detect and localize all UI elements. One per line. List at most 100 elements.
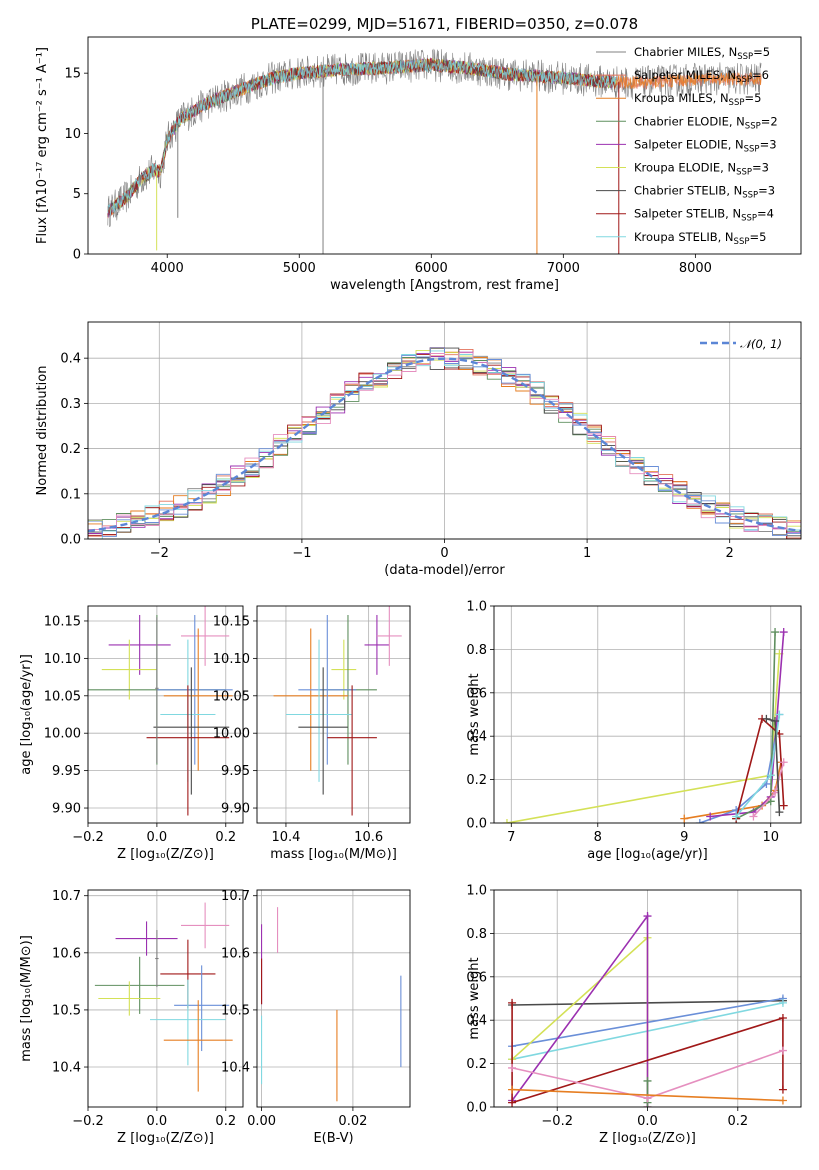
legend-value: =5: [753, 45, 770, 59]
legend-value: =5: [749, 230, 766, 244]
weight-marker: [779, 628, 788, 637]
y-tick-label: 10.00: [213, 727, 250, 742]
x-tick-label: 9: [680, 830, 688, 845]
weight-marker: [762, 714, 771, 723]
weight-series: [512, 1088, 783, 1102]
y-axis-label: mass weight: [467, 957, 482, 1039]
y-tick-label: 10.4: [52, 1061, 81, 1076]
age_vs_mass-frame: [256, 605, 411, 824]
x-tick-label: −2: [150, 546, 169, 561]
mass_vs_ebv-points: [261, 907, 402, 1102]
weight_vs_z-lines: [508, 912, 787, 1107]
weight-marker: [680, 814, 689, 823]
x-tick-label: 0.0: [147, 830, 168, 845]
spectrum-lines: [107, 48, 762, 254]
y-tick-label: 10.5: [221, 1003, 250, 1018]
legend-sub: SSP: [742, 191, 758, 201]
y-tick-label: 0.1: [60, 487, 81, 502]
y-tick-label: 0.8: [466, 643, 487, 658]
x-tick-label: 0.0: [637, 1114, 658, 1129]
x-axis-label: mass [log₁₀(M/M⊙)]: [270, 847, 397, 862]
x-tick-label: 10.6: [354, 830, 383, 845]
weight-marker: [732, 812, 741, 821]
x-tick-label: 6000: [415, 261, 448, 276]
weight-marker: [779, 758, 788, 767]
x-axis-label: E(B-V): [313, 1131, 353, 1146]
y-tick-label: 10.05: [213, 689, 250, 704]
weight-series: [506, 653, 781, 823]
x-tick-label: 0: [440, 546, 448, 561]
legend-name: Salpeter STELIB, N: [634, 207, 741, 221]
y-tick-label: 9.90: [221, 802, 250, 817]
y-tick-label: 10.6: [52, 946, 81, 961]
x-tick-label: 10: [762, 830, 779, 845]
y-tick-label: 1.0: [466, 600, 487, 615]
x-tick-label: 2: [726, 546, 734, 561]
legend-sub: SSP: [736, 168, 752, 178]
mass_vs_z-points: [94, 902, 233, 1092]
x-tick-label: 7: [507, 830, 515, 845]
y-axis-label: Normed distribution: [35, 366, 50, 496]
x-tick-label: 5000: [283, 261, 316, 276]
weight-marker: [778, 1096, 787, 1105]
y-axis-label: age [log₁₀(age/yr)]: [19, 654, 34, 775]
legend-name: Salpeter ELODIE, N: [634, 137, 744, 151]
x-axis-label: Z [log₁₀(Z/Z⊙)]: [117, 847, 214, 862]
legend-name: Chabrier MILES, N: [634, 45, 737, 59]
weight-marker: [502, 819, 511, 823]
weight-marker: [778, 1046, 787, 1055]
legend-label: Salpeter ELODIE, NSSP=3: [634, 137, 777, 154]
x-tick-label: −0.2: [541, 1114, 573, 1129]
spectrum-legend: Chabrier MILES, N SSP =5 Salpeter MILES, N S…: [596, 45, 778, 247]
legend-value: =3: [752, 161, 769, 175]
legend-name: Salpeter MILES, N: [634, 68, 736, 82]
legend-sub: SSP: [744, 144, 760, 154]
y-tick-label: 9.95: [221, 764, 250, 779]
x-axis-label: (data-model)/error: [384, 563, 505, 578]
y-tick-label: 10.10: [213, 652, 250, 667]
residuals-axes: −2 −1 0 1 2 0.0 0.1 0.2 0.3 0.4 (data-model)/error…: [35, 322, 801, 578]
x-axis-label: Z [log₁₀(Z/Z⊙)]: [117, 1131, 214, 1146]
y-tick-label: 0.0: [466, 1101, 487, 1116]
x-tick-label: 0.00: [247, 1114, 276, 1129]
weight-marker: [775, 710, 784, 719]
weight-marker: [775, 808, 784, 817]
weight-marker: [766, 771, 775, 780]
y-tick-label: 0.3: [60, 397, 81, 412]
weight-marker: [643, 912, 652, 921]
mass_vs_ebv-frame: [256, 889, 411, 1108]
x-tick-label: 8: [594, 830, 602, 845]
y-tick-label: 10.15: [213, 614, 250, 629]
y-tick-label: 0.4: [466, 730, 487, 745]
y-tick-label: 10: [64, 127, 81, 142]
weight_vs_z-axes: −0.2 0.0 0.2 0.0 0.2 0.4 0.6 0.8 1.0 Z [log₁₀(Z/Z…: [466, 884, 801, 1146]
x-tick-label: 1: [583, 546, 591, 561]
weight-marker: [749, 812, 758, 821]
weight-marker: [508, 998, 517, 1007]
weight-marker: [695, 819, 704, 823]
y-tick-label: 10.4: [221, 1061, 250, 1076]
legend-name: Kroupa ELODIE, N: [634, 161, 736, 175]
legend-value: =6: [752, 68, 769, 82]
x-tick-label: 4000: [151, 261, 184, 276]
y-axis-label: mass weight: [467, 673, 482, 755]
legend-label: Chabrier STELIB, NSSP=3: [634, 184, 775, 201]
legend-label: Kroupa MILES, NSSP=5: [634, 91, 761, 108]
x-tick-label: −1: [292, 546, 311, 561]
age_vs_z-points: [88, 606, 233, 816]
weight_vs_z-frame: [493, 889, 802, 1108]
age_vs_mass-points: [273, 606, 402, 816]
legend-name: Kroupa STELIB, N: [634, 230, 734, 244]
x-tick-label: 0.2: [215, 830, 236, 845]
weight-marker: [771, 628, 780, 637]
legend-label: 𝒩(0, 1): [740, 337, 782, 351]
legend-value: =4: [757, 207, 774, 221]
mass_vs_z-frame: [87, 889, 244, 1108]
y-tick-label: 0: [73, 248, 81, 263]
weight_vs_age-frame: [493, 605, 802, 824]
legend-value: =2: [761, 114, 778, 128]
age_vs_mass-axes: 10.4 10.6 9.90 9.95 10.00 10.05 10.10 10.15 mass…: [213, 606, 410, 862]
x-tick-label: 7000: [547, 261, 580, 276]
y-tick-label: 10.15: [44, 614, 81, 629]
